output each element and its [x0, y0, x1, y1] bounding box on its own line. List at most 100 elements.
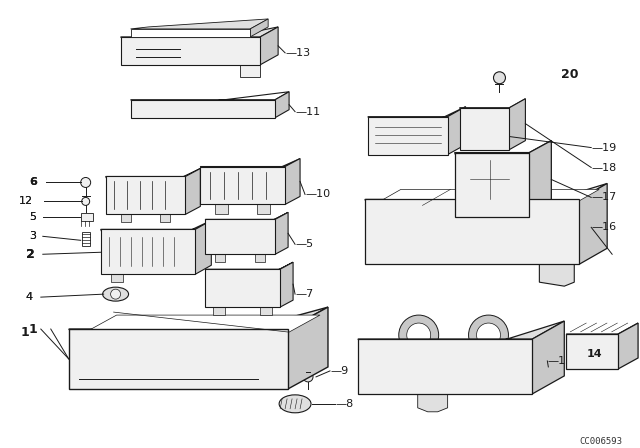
- Circle shape: [468, 315, 508, 355]
- Polygon shape: [509, 99, 525, 150]
- Polygon shape: [368, 107, 465, 145]
- Polygon shape: [250, 19, 268, 37]
- Polygon shape: [368, 116, 447, 155]
- Text: —13: —13: [285, 48, 310, 58]
- Text: 5: 5: [29, 212, 36, 222]
- Polygon shape: [255, 254, 265, 262]
- Polygon shape: [120, 27, 278, 55]
- Polygon shape: [529, 141, 551, 217]
- Circle shape: [407, 323, 431, 347]
- Polygon shape: [131, 100, 275, 118]
- Ellipse shape: [102, 287, 129, 301]
- Polygon shape: [100, 220, 211, 265]
- Polygon shape: [460, 108, 509, 150]
- Polygon shape: [205, 212, 288, 247]
- Polygon shape: [248, 334, 283, 384]
- Circle shape: [399, 315, 438, 355]
- Circle shape: [202, 43, 218, 59]
- Circle shape: [481, 172, 497, 187]
- Circle shape: [493, 72, 506, 84]
- Circle shape: [463, 154, 515, 205]
- Polygon shape: [454, 141, 551, 205]
- Polygon shape: [358, 321, 564, 376]
- Text: CC006593: CC006593: [579, 437, 622, 446]
- Text: 1: 1: [29, 323, 38, 336]
- Text: 14: 14: [586, 349, 602, 359]
- Text: —10: —10: [305, 190, 330, 199]
- Polygon shape: [120, 215, 131, 222]
- Text: 3: 3: [29, 231, 36, 241]
- Polygon shape: [418, 394, 447, 412]
- Polygon shape: [566, 323, 638, 358]
- Polygon shape: [257, 204, 270, 215]
- Polygon shape: [454, 153, 529, 217]
- Text: —18: —18: [591, 163, 616, 172]
- Polygon shape: [566, 334, 618, 369]
- Polygon shape: [68, 307, 328, 367]
- Polygon shape: [131, 29, 250, 37]
- Polygon shape: [618, 323, 638, 369]
- Circle shape: [213, 274, 241, 302]
- Polygon shape: [205, 220, 275, 254]
- Polygon shape: [195, 220, 211, 274]
- Text: 2: 2: [26, 248, 35, 261]
- Text: —8: —8: [335, 399, 353, 409]
- Ellipse shape: [279, 395, 311, 413]
- Circle shape: [472, 162, 508, 198]
- Polygon shape: [447, 107, 465, 155]
- Polygon shape: [200, 167, 285, 204]
- Polygon shape: [215, 204, 228, 215]
- Polygon shape: [161, 215, 170, 222]
- Polygon shape: [77, 315, 320, 337]
- Polygon shape: [215, 254, 225, 262]
- Circle shape: [220, 281, 234, 295]
- Bar: [81, 213, 93, 221]
- Polygon shape: [240, 65, 260, 77]
- Polygon shape: [280, 262, 293, 307]
- Text: 5: 5: [29, 212, 36, 222]
- Text: —7: —7: [295, 289, 314, 299]
- Circle shape: [82, 198, 90, 205]
- Bar: [373, 122, 443, 150]
- Polygon shape: [106, 168, 200, 207]
- Polygon shape: [186, 168, 200, 215]
- Text: 4: 4: [26, 292, 33, 302]
- Polygon shape: [205, 269, 280, 307]
- Text: 1: 1: [21, 326, 29, 339]
- Text: —9: —9: [330, 366, 348, 376]
- Text: 3: 3: [29, 231, 36, 241]
- Text: 12: 12: [19, 196, 33, 207]
- Circle shape: [81, 177, 91, 187]
- Polygon shape: [358, 339, 532, 394]
- Text: —15: —15: [547, 356, 572, 366]
- Polygon shape: [106, 177, 186, 215]
- Circle shape: [303, 372, 313, 382]
- Polygon shape: [365, 184, 607, 248]
- Polygon shape: [365, 199, 579, 264]
- Polygon shape: [131, 19, 268, 29]
- Polygon shape: [532, 321, 564, 394]
- Polygon shape: [131, 92, 289, 110]
- Polygon shape: [100, 229, 195, 274]
- Text: 6: 6: [29, 177, 36, 187]
- Text: 6: 6: [29, 177, 36, 187]
- Text: —5: —5: [295, 239, 313, 249]
- Bar: [465, 153, 499, 168]
- Polygon shape: [260, 307, 272, 315]
- Bar: [82, 233, 90, 246]
- Text: —17: —17: [591, 193, 616, 202]
- Text: —19: —19: [591, 142, 616, 153]
- Text: —11: —11: [295, 107, 320, 116]
- Text: 4: 4: [26, 292, 33, 302]
- Polygon shape: [540, 264, 574, 286]
- Text: —16: —16: [591, 222, 616, 233]
- Polygon shape: [275, 212, 288, 254]
- Polygon shape: [373, 190, 599, 205]
- Polygon shape: [288, 307, 328, 389]
- Text: 20: 20: [561, 68, 579, 81]
- Polygon shape: [285, 159, 300, 204]
- Circle shape: [111, 289, 120, 299]
- Circle shape: [477, 323, 500, 347]
- Polygon shape: [213, 307, 225, 315]
- Polygon shape: [260, 27, 278, 65]
